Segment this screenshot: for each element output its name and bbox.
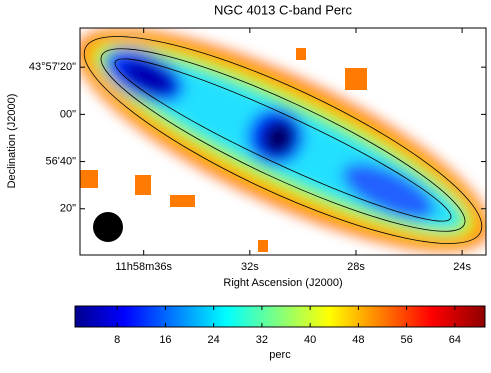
colorbar-tick-label: 64	[449, 334, 461, 346]
x-tick-label: 11h58m36s	[115, 261, 172, 273]
plot-frame	[79, 27, 487, 256]
colorbar-tick-label: 16	[159, 334, 171, 346]
x-tick-label: 32s	[241, 261, 259, 273]
colorbar-tick-label: 56	[400, 334, 412, 346]
colorbar-tick-label: 32	[256, 334, 268, 346]
y-tick-label: 20"	[60, 203, 76, 215]
colorbar-label: perc	[269, 349, 291, 361]
x-axis-label: Right Ascension (J2000)	[223, 277, 342, 289]
colorbar-tick-label: 8	[114, 334, 120, 346]
y-tick-label: 00"	[60, 108, 76, 120]
colorbar-tick-label: 48	[352, 334, 364, 346]
colorbar-tick-label: 40	[304, 334, 316, 346]
y-tick-label: 56'40"	[46, 155, 77, 167]
y-tick-label: 43°57'20"	[29, 61, 76, 73]
x-tick-label: 24s	[453, 261, 471, 273]
colorbar	[74, 305, 486, 328]
y-axis-label: Declination (J2000)	[6, 94, 18, 189]
colorbar-tick-label: 24	[208, 334, 220, 346]
x-tick-label: 28s	[347, 261, 365, 273]
chart-title: NGC 4013 C-band Perc	[214, 2, 353, 17]
sky-image	[80, 29, 486, 252]
